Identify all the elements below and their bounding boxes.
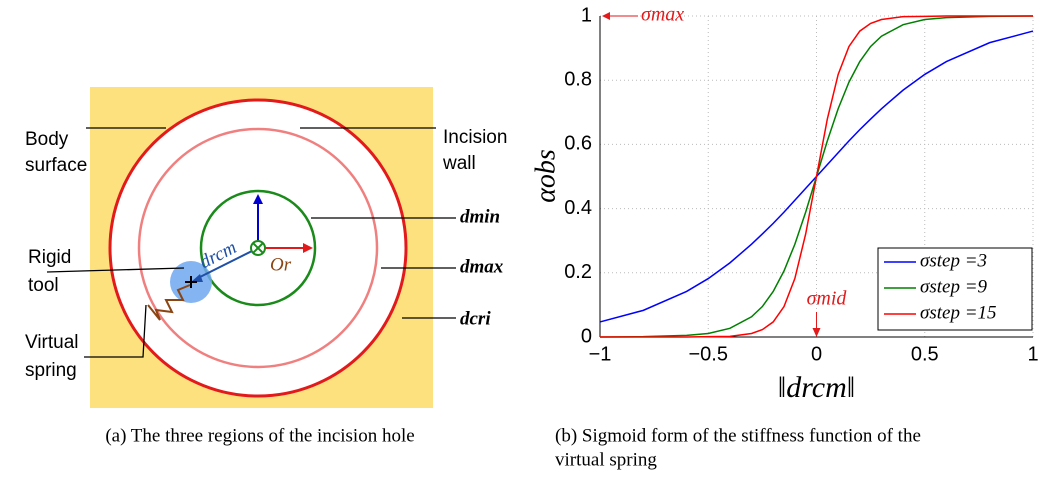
spring <box>147 284 191 321</box>
caption: (a) The three regions of the incision ho… <box>105 425 414 446</box>
annotation-arrow-head <box>602 12 610 20</box>
x-axis-label: ‖drcm‖ <box>778 371 855 404</box>
label: surface <box>25 155 87 176</box>
label: Or <box>270 254 292 275</box>
y-tick-label: 0.8 <box>564 68 592 90</box>
label: dmax <box>460 256 504 277</box>
y-axis-label: αobs <box>530 149 561 203</box>
label: dmin <box>460 206 500 227</box>
label: wall <box>442 153 476 174</box>
label: Virtual <box>25 332 79 353</box>
d-rcm-vector <box>195 247 259 280</box>
annotation-arrow-head <box>812 328 821 337</box>
x-tick-label: −0.5 <box>689 343 728 365</box>
caption: (b) Sigmoid form of the stiffness functi… <box>555 425 921 446</box>
y-tick-label: 0.2 <box>564 261 592 283</box>
legend-label: σstep =3 <box>920 250 987 271</box>
arrow-head <box>253 194 263 204</box>
x-tick-label: −1 <box>589 343 612 365</box>
label: Body <box>25 129 69 150</box>
annotation: σmid <box>807 288 848 310</box>
tool-cross <box>185 276 197 288</box>
y-tick-label: 1 <box>581 4 592 26</box>
x-tick-label: 1 <box>1027 343 1038 365</box>
d-max-circle <box>137 127 379 369</box>
y-tick-label: 0.4 <box>564 197 592 219</box>
y-tick-label: 0.6 <box>564 133 592 155</box>
series-line <box>600 15 1033 338</box>
center-cross <box>252 242 264 254</box>
label: tool <box>28 275 59 296</box>
label: Incision <box>443 127 507 148</box>
caption: virtual spring <box>555 449 657 470</box>
x-tick-label: 0.5 <box>911 343 939 365</box>
y-tick-label: 0 <box>581 325 592 347</box>
arrow-head <box>303 243 313 253</box>
leader-lines <box>46 127 456 358</box>
x-tick-label: 0 <box>811 343 822 365</box>
legend-label: σstep =9 <box>920 276 988 297</box>
arrow-head <box>191 274 203 282</box>
leader <box>84 304 147 358</box>
d-min-circle <box>199 189 317 307</box>
label: spring <box>25 360 77 381</box>
legend-label: σstep =15 <box>920 302 997 323</box>
label: Rigid <box>28 247 71 268</box>
annotation: σmax <box>641 4 684 26</box>
leader <box>46 267 185 273</box>
label: dcri <box>460 308 491 329</box>
incision-diagram: Body surface Incision wall dmin dmax dcr… <box>25 87 507 446</box>
chart: −1 −0.5 0 0.5 1 0 0.2 0.4 0.6 0.8 1 ‖drcm‖ αobs σstep… <box>530 4 1038 404</box>
